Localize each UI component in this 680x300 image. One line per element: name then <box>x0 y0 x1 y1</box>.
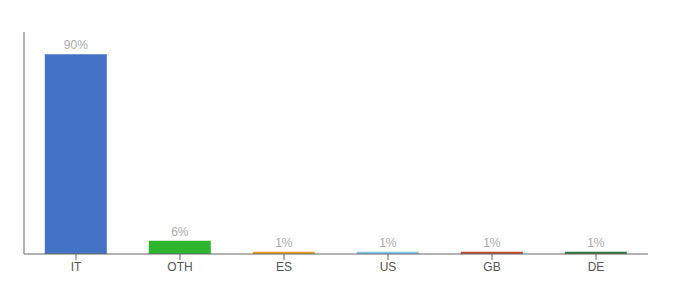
svg-text:IT: IT <box>71 260 82 274</box>
svg-text:90%: 90% <box>64 38 88 52</box>
svg-text:1%: 1% <box>483 236 501 250</box>
svg-text:1%: 1% <box>379 236 397 250</box>
svg-text:1%: 1% <box>275 236 293 250</box>
svg-text:DE: DE <box>588 260 605 274</box>
svg-text:US: US <box>380 260 397 274</box>
svg-text:OTH: OTH <box>167 260 192 274</box>
svg-text:GB: GB <box>483 260 500 274</box>
svg-text:1%: 1% <box>587 236 605 250</box>
svg-text:6%: 6% <box>171 225 189 239</box>
svg-text:ES: ES <box>276 260 292 274</box>
